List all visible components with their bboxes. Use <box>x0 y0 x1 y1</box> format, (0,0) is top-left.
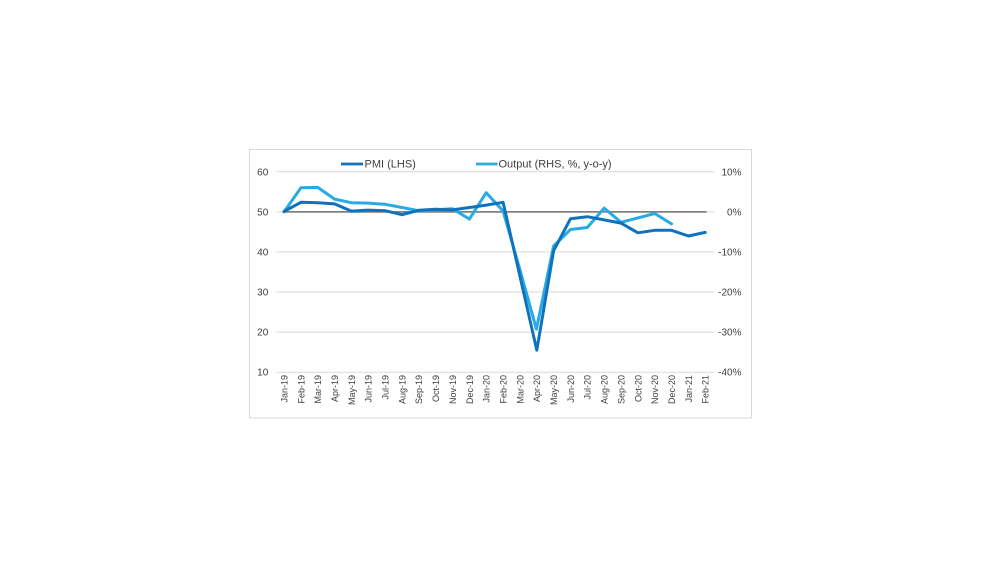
svg-text:Jun-19: Jun-19 <box>364 375 374 403</box>
svg-text:Oct-19: Oct-19 <box>431 375 441 402</box>
svg-text:10: 10 <box>257 368 269 379</box>
svg-text:Sep-19: Sep-19 <box>414 375 424 404</box>
svg-text:Jul-20: Jul-20 <box>583 375 593 400</box>
svg-text:Nov-20: Nov-20 <box>650 375 660 404</box>
svg-text:Mar-20: Mar-20 <box>515 375 525 404</box>
svg-text:-10%: -10% <box>718 247 741 258</box>
svg-text:Aug-20: Aug-20 <box>600 375 610 404</box>
svg-text:Aug-19: Aug-19 <box>397 375 407 404</box>
svg-text:Sep-20: Sep-20 <box>616 375 626 404</box>
svg-text:Jul-19: Jul-19 <box>381 375 391 400</box>
svg-text:60: 60 <box>257 167 269 178</box>
svg-text:Oct-20: Oct-20 <box>633 375 643 402</box>
svg-text:50: 50 <box>257 207 269 218</box>
svg-text:Mar-19: Mar-19 <box>313 375 323 404</box>
svg-text:Jan-20: Jan-20 <box>482 375 492 403</box>
svg-text:0%: 0% <box>727 207 742 218</box>
svg-text:Feb-19: Feb-19 <box>296 375 306 404</box>
svg-text:Feb-20: Feb-20 <box>499 375 509 404</box>
svg-text:Jan-21: Jan-21 <box>684 375 694 403</box>
svg-text:Apr-19: Apr-19 <box>330 375 340 402</box>
svg-text:Nov-19: Nov-19 <box>448 375 458 404</box>
svg-text:Dec-19: Dec-19 <box>465 375 475 404</box>
svg-text:Jan-19: Jan-19 <box>279 375 289 403</box>
svg-text:PMI (LHS): PMI (LHS) <box>365 159 416 171</box>
svg-text:May-19: May-19 <box>347 375 357 405</box>
svg-text:May-20: May-20 <box>549 375 559 405</box>
svg-text:20: 20 <box>257 328 269 339</box>
svg-text:-30%: -30% <box>718 328 741 339</box>
svg-text:Apr-20: Apr-20 <box>532 375 542 402</box>
svg-text:-20%: -20% <box>718 288 741 299</box>
svg-text:Jun-20: Jun-20 <box>566 375 576 403</box>
svg-text:Feb-21: Feb-21 <box>701 375 711 404</box>
svg-text:Dec-20: Dec-20 <box>667 375 677 404</box>
svg-text:30: 30 <box>257 288 269 299</box>
svg-text:10%: 10% <box>721 167 741 178</box>
svg-text:Output (RHS, %, y-o-y): Output (RHS, %, y-o-y) <box>499 159 612 171</box>
svg-text:40: 40 <box>257 247 269 258</box>
svg-text:-40%: -40% <box>718 368 741 379</box>
